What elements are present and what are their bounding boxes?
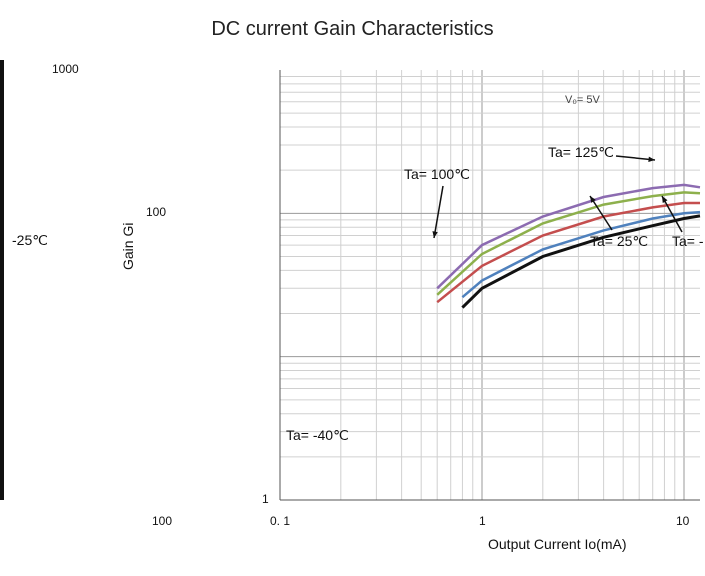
condition-label: V₀= 5V [565, 94, 600, 106]
arrow-ta-25 [589, 195, 613, 231]
x-tick-label: 10 [676, 514, 690, 528]
left-edge-strip [0, 60, 4, 500]
series-line-2 [436, 191, 701, 296]
left-panel-tick: 100 [152, 514, 173, 528]
x-tick-label: 0. 1 [270, 514, 291, 528]
arrow-ta-25-head [590, 196, 596, 203]
arrow-ta-100 [433, 185, 444, 239]
x-axis-label: Output Current Io(mA) [488, 536, 627, 552]
arrow-ta-100-head [432, 231, 438, 238]
y-tick-label: 1 [262, 492, 269, 506]
y-tick-label: 100 [146, 205, 167, 220]
series-line-4 [461, 210, 701, 299]
arrow-ta-125-head [648, 156, 655, 163]
annotation-ta-minus-40: Ta= -40℃ [286, 427, 349, 443]
arrow-ta-cut-head [662, 196, 668, 203]
annotation-ta-cut: Ta= - [672, 233, 704, 249]
arrow-ta-125 [615, 155, 656, 161]
arrow-ta-cut [661, 195, 683, 233]
x-tick-label: 1 [479, 514, 486, 528]
y-tick-label: 1000 [52, 62, 79, 76]
annotation-ta-100: Ta= 100℃ [404, 166, 470, 182]
series-line-5 [461, 214, 701, 309]
annotation-left-fragment: -25℃ [12, 232, 48, 248]
annotation-ta-25: Ta= 25℃ [590, 233, 649, 249]
chart-title: DC current Gain Characteristics [211, 18, 494, 40]
y-axis-label: Gain Gi [120, 222, 136, 270]
series-line-1 [436, 183, 701, 290]
annotation-ta-125: Ta= 125℃ [548, 144, 614, 160]
